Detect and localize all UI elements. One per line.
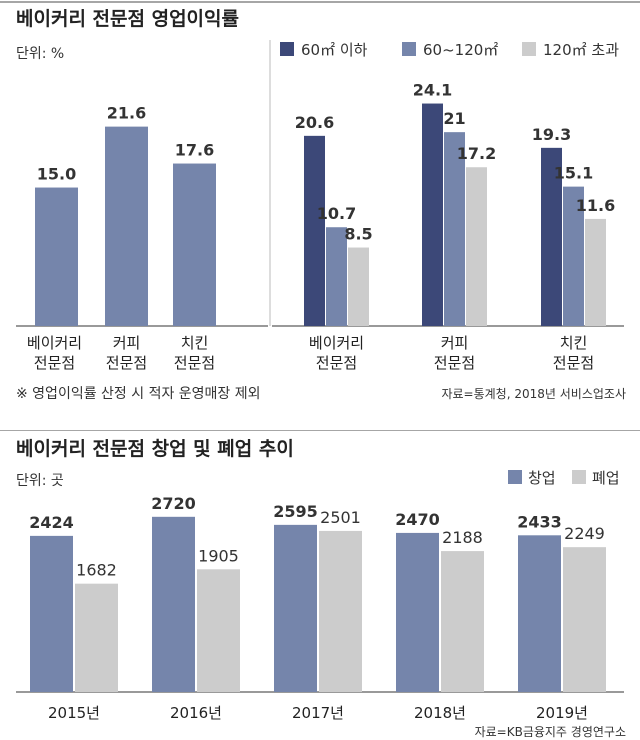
category-label-left-1-1: 전문점 <box>106 354 147 372</box>
value-label-size-0-0: 20.6 <box>295 113 334 132</box>
chart1-note: ※ 영업이익률 산정 시 적자 운영매장 제외 <box>16 386 261 402</box>
chart2-legend: 창업 폐업 <box>508 469 620 487</box>
category-label-left-2-0: 치킨 <box>181 334 209 352</box>
bar-size-0-1 <box>422 103 443 327</box>
category-label-right-1-0: 커피 <box>441 334 469 352</box>
chart1-source: 자료=통계청, 2018년 서비스업조사 <box>441 387 626 401</box>
bar-size-2-2 <box>585 218 606 326</box>
value-label-close-3: 2188 <box>442 528 483 547</box>
value-label-size-0-2: 19.3 <box>532 125 571 144</box>
bar-open-4 <box>518 535 561 692</box>
value-label-open-2: 2595 <box>273 502 318 521</box>
bar-open-1 <box>152 516 195 692</box>
value-label-size-2-1: 17.2 <box>457 144 496 163</box>
bar-size-1-1 <box>444 132 465 326</box>
category-label-right-2-0: 치킨 <box>560 334 588 352</box>
category-label-left-2-1: 전문점 <box>174 354 215 372</box>
value-label-size-2-2: 11.6 <box>576 196 615 215</box>
chart2-source: 자료=KB금융지주 경영연구소 <box>475 725 626 739</box>
operating-margin-chart: 베이커리 전문점 영업이익률 단위: % 60㎡ 이하 60~120㎡ 120㎡ 초… <box>0 1 640 402</box>
bar-size-2-1 <box>466 167 487 326</box>
year-label-1: 2016년 <box>170 704 222 722</box>
chart2-marks: 2424 1682 2015년 2720 1905 2016년 2595 2501 2017년 2… <box>16 494 624 722</box>
bar-close-3 <box>441 551 484 692</box>
legend-swatch-2 <box>522 42 536 56</box>
value-label-open-3: 2470 <box>395 510 440 529</box>
chart2-title: 베이커리 전문점 창업 및 폐업 추이 <box>16 438 294 460</box>
value-label-close-4: 2249 <box>564 524 605 543</box>
year-label-2: 2017년 <box>292 704 344 722</box>
bar-size-2-0 <box>348 247 369 326</box>
category-label-left-0-1: 전문점 <box>34 354 75 372</box>
legend-label-0: 60㎡ 이하 <box>301 41 368 59</box>
bar-overall-2 <box>173 163 216 326</box>
chart1-title: 베이커리 전문점 영업이익률 <box>16 8 239 30</box>
bar-close-0 <box>75 583 118 692</box>
value-label-open-1: 2720 <box>151 494 196 513</box>
bar-size-0-2 <box>541 147 562 326</box>
year-label-3: 2018년 <box>414 704 466 722</box>
value-label-close-0: 1682 <box>76 561 117 580</box>
category-label-left-1-0: 커피 <box>113 334 141 352</box>
legend-swatch-1 <box>402 42 416 56</box>
startup-closure-chart: 베이커리 전문점 창업 및 폐업 추이 단위: 곳 창업 폐업 242416822… <box>0 430 640 739</box>
chart1-legend: 60㎡ 이하 60~120㎡ 120㎡ 초과 <box>280 41 619 59</box>
legend2-label-0: 창업 <box>528 469 556 487</box>
year-label-0: 2015년 <box>48 704 100 722</box>
bar-close-2 <box>319 530 362 692</box>
bar-open-2 <box>274 524 317 692</box>
value-label-overall-1: 21.6 <box>107 104 146 123</box>
bar-size-1-2 <box>563 186 584 326</box>
legend2-swatch-0 <box>508 470 522 484</box>
bar-close-4 <box>563 547 606 692</box>
category-label-right-0-1: 전문점 <box>316 354 357 372</box>
legend-label-1: 60~120㎡ <box>423 41 498 59</box>
value-label-open-4: 2433 <box>517 512 562 531</box>
value-label-size-1-0: 10.7 <box>317 204 356 223</box>
legend2-swatch-1 <box>572 470 586 484</box>
bar-size-1-0 <box>326 227 347 326</box>
value-label-overall-0: 15.0 <box>37 165 76 184</box>
value-label-close-2: 2501 <box>320 508 361 527</box>
value-label-size-1-2: 15.1 <box>554 164 593 183</box>
year-label-4: 2019년 <box>536 704 588 722</box>
bar-open-0 <box>30 535 73 692</box>
category-label-left-0-0: 베이커리 <box>27 334 82 352</box>
bar-close-1 <box>197 569 240 692</box>
value-label-size-2-0: 8.5 <box>344 225 372 244</box>
value-label-close-1: 1905 <box>198 546 239 565</box>
category-label-right-0-0: 베이커리 <box>309 334 364 352</box>
value-label-size-1-1: 21 <box>443 109 465 128</box>
bar-size-0-0 <box>304 135 325 326</box>
value-label-overall-2: 17.6 <box>175 141 214 160</box>
legend-label-2: 120㎡ 초과 <box>543 41 619 59</box>
bar-overall-0 <box>35 187 78 326</box>
category-label-right-2-1: 전문점 <box>553 354 594 372</box>
bar-overall-1 <box>105 126 148 326</box>
bar-open-3 <box>396 532 439 692</box>
legend-swatch-0 <box>280 42 294 56</box>
category-label-right-1-1: 전문점 <box>434 354 475 372</box>
value-label-size-0-1: 24.1 <box>413 81 452 100</box>
chart2-unit: 단위: 곳 <box>16 473 64 489</box>
chart1-unit: 단위: % <box>16 46 64 62</box>
value-label-open-0: 2424 <box>29 513 74 532</box>
legend2-label-1: 폐업 <box>592 469 620 487</box>
